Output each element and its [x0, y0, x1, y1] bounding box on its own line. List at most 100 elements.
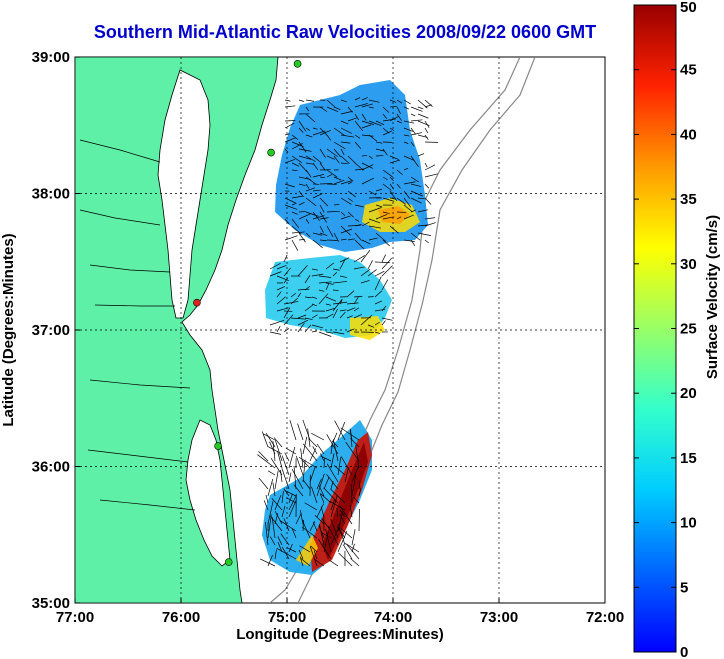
velocity-vector: [319, 162, 326, 171]
velocity-vector: [389, 127, 395, 131]
velocity-vector: [403, 120, 415, 124]
velocity-vector: [340, 427, 360, 441]
velocity-vector: [381, 257, 393, 270]
velocity-vector: [312, 239, 323, 249]
velocity-vector: [337, 457, 342, 476]
velocity-vector: [381, 305, 387, 312]
velocity-vector: [350, 428, 353, 448]
velocity-vector: [396, 197, 406, 205]
velocity-vector: [424, 197, 432, 205]
velocity-vector: [305, 183, 310, 189]
velocity-vector: [299, 556, 304, 567]
velocity-vector: [267, 555, 273, 567]
velocity-vector: [360, 280, 370, 284]
velocity-vector: [353, 295, 363, 298]
velocity-vector: [345, 441, 360, 462]
velocity-vector: [305, 218, 310, 224]
velocity-vector: [396, 120, 402, 124]
velocity-vector: [326, 474, 339, 490]
velocity-vector: [410, 232, 421, 241]
velocity-vector: [374, 321, 380, 326]
velocity-vector: [337, 530, 348, 553]
velocity-vector: [318, 485, 325, 497]
velocity-vector: [291, 468, 304, 490]
velocity-vector: [291, 211, 298, 215]
velocity-vector: [340, 228, 353, 234]
velocity-vector: [410, 141, 415, 147]
velocity-field-south: [262, 420, 372, 575]
velocity-vector: [332, 308, 338, 319]
velocity-vector: [305, 197, 317, 207]
velocity-vector: [333, 179, 345, 185]
velocity-vector: [336, 508, 339, 518]
velocity-vector: [276, 296, 286, 305]
velocity-vector: [403, 134, 410, 137]
velocity-vector: [325, 283, 330, 291]
velocity-vector: [333, 148, 342, 158]
velocity-vector: [304, 324, 312, 333]
velocity-vector: [323, 476, 330, 490]
velocity-vector: [354, 223, 362, 227]
velocity-vector: [291, 169, 298, 172]
velocity-vector: [351, 474, 357, 497]
velocity-vector: [276, 307, 289, 312]
velocity-vector: [326, 148, 338, 157]
velocity-vector: [382, 216, 395, 220]
velocity-vector: [332, 281, 348, 284]
velocity-vector: [302, 459, 306, 483]
velocity-field-north-hotspot: [378, 206, 410, 224]
velocity-vector: [318, 281, 332, 284]
velocity-vector: [410, 127, 417, 135]
velocity-vector: [293, 484, 304, 497]
velocity-vector: [389, 159, 401, 164]
velocity-vector: [305, 187, 316, 192]
velocity-vector: [305, 176, 316, 185]
velocity-vector: [374, 270, 385, 277]
velocity-vector: [368, 225, 382, 229]
velocity-vector: [347, 176, 354, 182]
velocity-vector: [298, 99, 305, 102]
velocity-vector: [319, 176, 325, 179]
velocity-vector: [340, 225, 351, 236]
velocity-vector: [417, 232, 431, 236]
velocity-vector: [300, 558, 311, 567]
velocity-vector: [339, 311, 346, 319]
velocity-vector: [320, 531, 332, 539]
velocity-vector: [396, 113, 402, 121]
station-marker: [224, 558, 233, 566]
velocity-vector: [270, 457, 283, 476]
x-tick-label: 77:00: [56, 609, 94, 626]
velocity-vector: [375, 148, 386, 152]
velocity-vector: [283, 307, 291, 319]
velocity-vector: [297, 288, 310, 291]
velocity-vector: [361, 162, 373, 169]
velocity-vector: [396, 216, 402, 220]
velocity-vector: [284, 105, 296, 108]
velocity-vector: [284, 489, 297, 497]
velocity-vector: [361, 177, 375, 185]
velocity-vector: [410, 190, 423, 197]
velocity-vector: [403, 167, 409, 171]
velocity-vector: [267, 478, 274, 497]
velocity-vector: [354, 97, 361, 101]
velocity-vector: [368, 134, 377, 142]
velocity-vector: [367, 324, 375, 328]
velocity-vector: [269, 331, 282, 335]
velocity-vector: [283, 277, 289, 284]
velocity-vector: [325, 262, 335, 270]
velocity-vector: [319, 148, 326, 158]
velocity-vector: [318, 289, 325, 292]
velocity-vector: [361, 155, 368, 157]
velocity-vector: [382, 211, 390, 214]
velocity-vector: [290, 317, 306, 320]
velocity-vector: [265, 494, 269, 504]
velocity-vector: [318, 275, 332, 278]
velocity-vector: [340, 148, 345, 156]
velocity-vector: [403, 214, 414, 220]
y-tick-label: 38:00: [32, 186, 70, 203]
velocity-vector: [340, 134, 355, 138]
velocity-vector: [304, 502, 318, 511]
velocity-vector: [382, 183, 392, 191]
velocity-vector: [375, 188, 383, 192]
